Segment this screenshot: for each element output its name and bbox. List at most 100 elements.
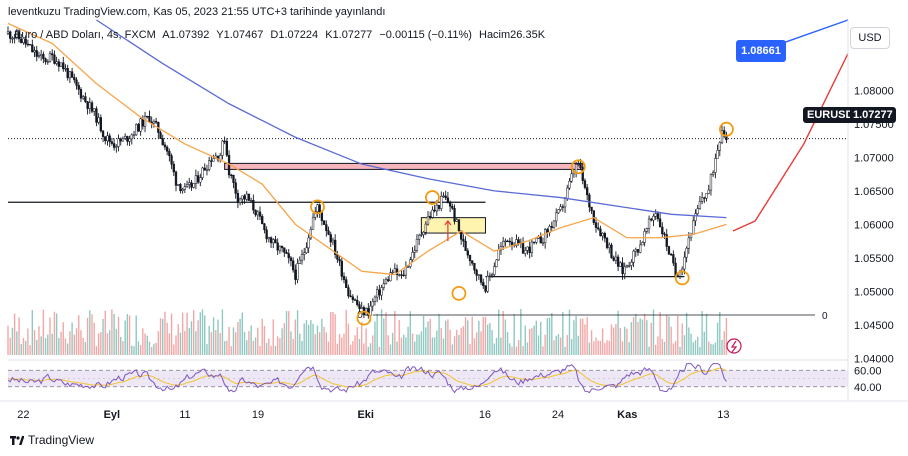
volume-bar: [44, 338, 47, 355]
candle-body: [309, 229, 312, 239]
candle-body: [535, 238, 538, 243]
volume-bar: [175, 335, 177, 355]
candle-body: [241, 195, 244, 200]
volume-bar: [528, 328, 531, 355]
candle-body: [413, 250, 416, 253]
volume-bar: [24, 340, 27, 355]
candle-body: [495, 259, 498, 267]
candle-body: [647, 218, 651, 229]
candle-body: [588, 194, 591, 208]
candle-body: [473, 262, 476, 271]
candle-body: [700, 197, 704, 202]
candle-body: [280, 245, 284, 249]
candle-body: [183, 186, 186, 190]
candle-body: [62, 62, 65, 70]
volume-bar: [82, 338, 84, 355]
candle-body: [245, 193, 248, 200]
candle-body: [440, 196, 443, 209]
candle-body: [223, 140, 226, 143]
volume-bar: [150, 346, 153, 355]
volume-bar: [385, 312, 387, 355]
volume-bar: [405, 337, 407, 355]
candle-body: [670, 253, 673, 256]
candle-body: [616, 256, 620, 267]
candle-body: [581, 167, 584, 181]
candle-body: [468, 254, 472, 262]
candle-body: [601, 233, 604, 237]
candle-body: [636, 249, 640, 253]
candle-body: [334, 239, 337, 255]
volume-bar: [548, 317, 551, 355]
candle-body: [17, 31, 21, 40]
candle-body: [177, 184, 180, 186]
candle-body: [201, 167, 204, 178]
candle-body: [566, 187, 569, 199]
volume-bar: [86, 317, 89, 355]
candle-body: [170, 155, 173, 165]
candle-body: [698, 200, 702, 209]
volume-bar: [338, 333, 341, 355]
volume-bar: [166, 322, 168, 355]
volume-bar: [252, 340, 255, 355]
candle-body: [327, 230, 330, 235]
candle-body: [93, 108, 96, 112]
candle-body: [51, 53, 54, 56]
volume-bar: [159, 318, 162, 355]
volume-bar: [462, 326, 465, 355]
volume-bar: [332, 311, 334, 355]
candle-body: [318, 204, 321, 213]
candle-body: [435, 204, 438, 212]
legend-symbol[interactable]: Euro / ABD Doları, 4s, FXCM: [14, 29, 156, 41]
volume-bar: [186, 312, 188, 355]
time-tick-label: 11: [179, 409, 190, 421]
volume-bar: [246, 340, 248, 355]
candle-body: [305, 247, 308, 253]
volume-bar: [290, 331, 292, 355]
pivot-marker: [674, 270, 690, 286]
candle-body: [716, 150, 719, 159]
volume-bar: [148, 341, 151, 355]
volume-bar: [526, 342, 529, 355]
candle-body: [725, 136, 728, 141]
candle-body: [247, 193, 251, 201]
candle-body: [99, 117, 102, 132]
volume-bar: [53, 311, 56, 355]
candle-body: [353, 299, 357, 301]
candle-body: [448, 202, 452, 207]
volume-bar: [55, 313, 58, 355]
volume-bar: [369, 343, 372, 355]
candle-body: [694, 213, 697, 222]
volume-bar: [73, 334, 76, 355]
volume-bar: [502, 310, 504, 355]
volume-bar: [440, 328, 442, 355]
candle-body: [541, 242, 545, 244]
candle-body: [276, 242, 279, 251]
candle-body: [320, 212, 324, 221]
candle-body: [296, 263, 299, 280]
candle-body: [194, 175, 198, 184]
volume-bar: [566, 335, 568, 355]
candle-body: [621, 262, 624, 275]
volume-bar: [75, 328, 78, 355]
candle-body: [53, 54, 56, 64]
volume-bar: [378, 346, 381, 355]
candle-body: [391, 271, 394, 274]
resistance-zone: [224, 162, 584, 170]
volume-bar: [509, 343, 511, 355]
volume-bar: [409, 311, 412, 355]
volume-bar: [396, 341, 398, 355]
volume-bar: [285, 310, 288, 355]
volume-bar: [206, 344, 208, 355]
candle-body: [64, 68, 67, 70]
volume-bar: [97, 333, 100, 355]
candle-body: [130, 134, 133, 140]
candle-body: [594, 222, 598, 229]
candle-body: [490, 274, 494, 276]
volume-bar: [259, 345, 261, 355]
candle-body: [683, 256, 686, 270]
currency-button[interactable]: USD: [850, 27, 890, 49]
volume-bar: [418, 334, 420, 355]
candle-body: [57, 61, 60, 67]
volume-bar: [192, 310, 195, 355]
